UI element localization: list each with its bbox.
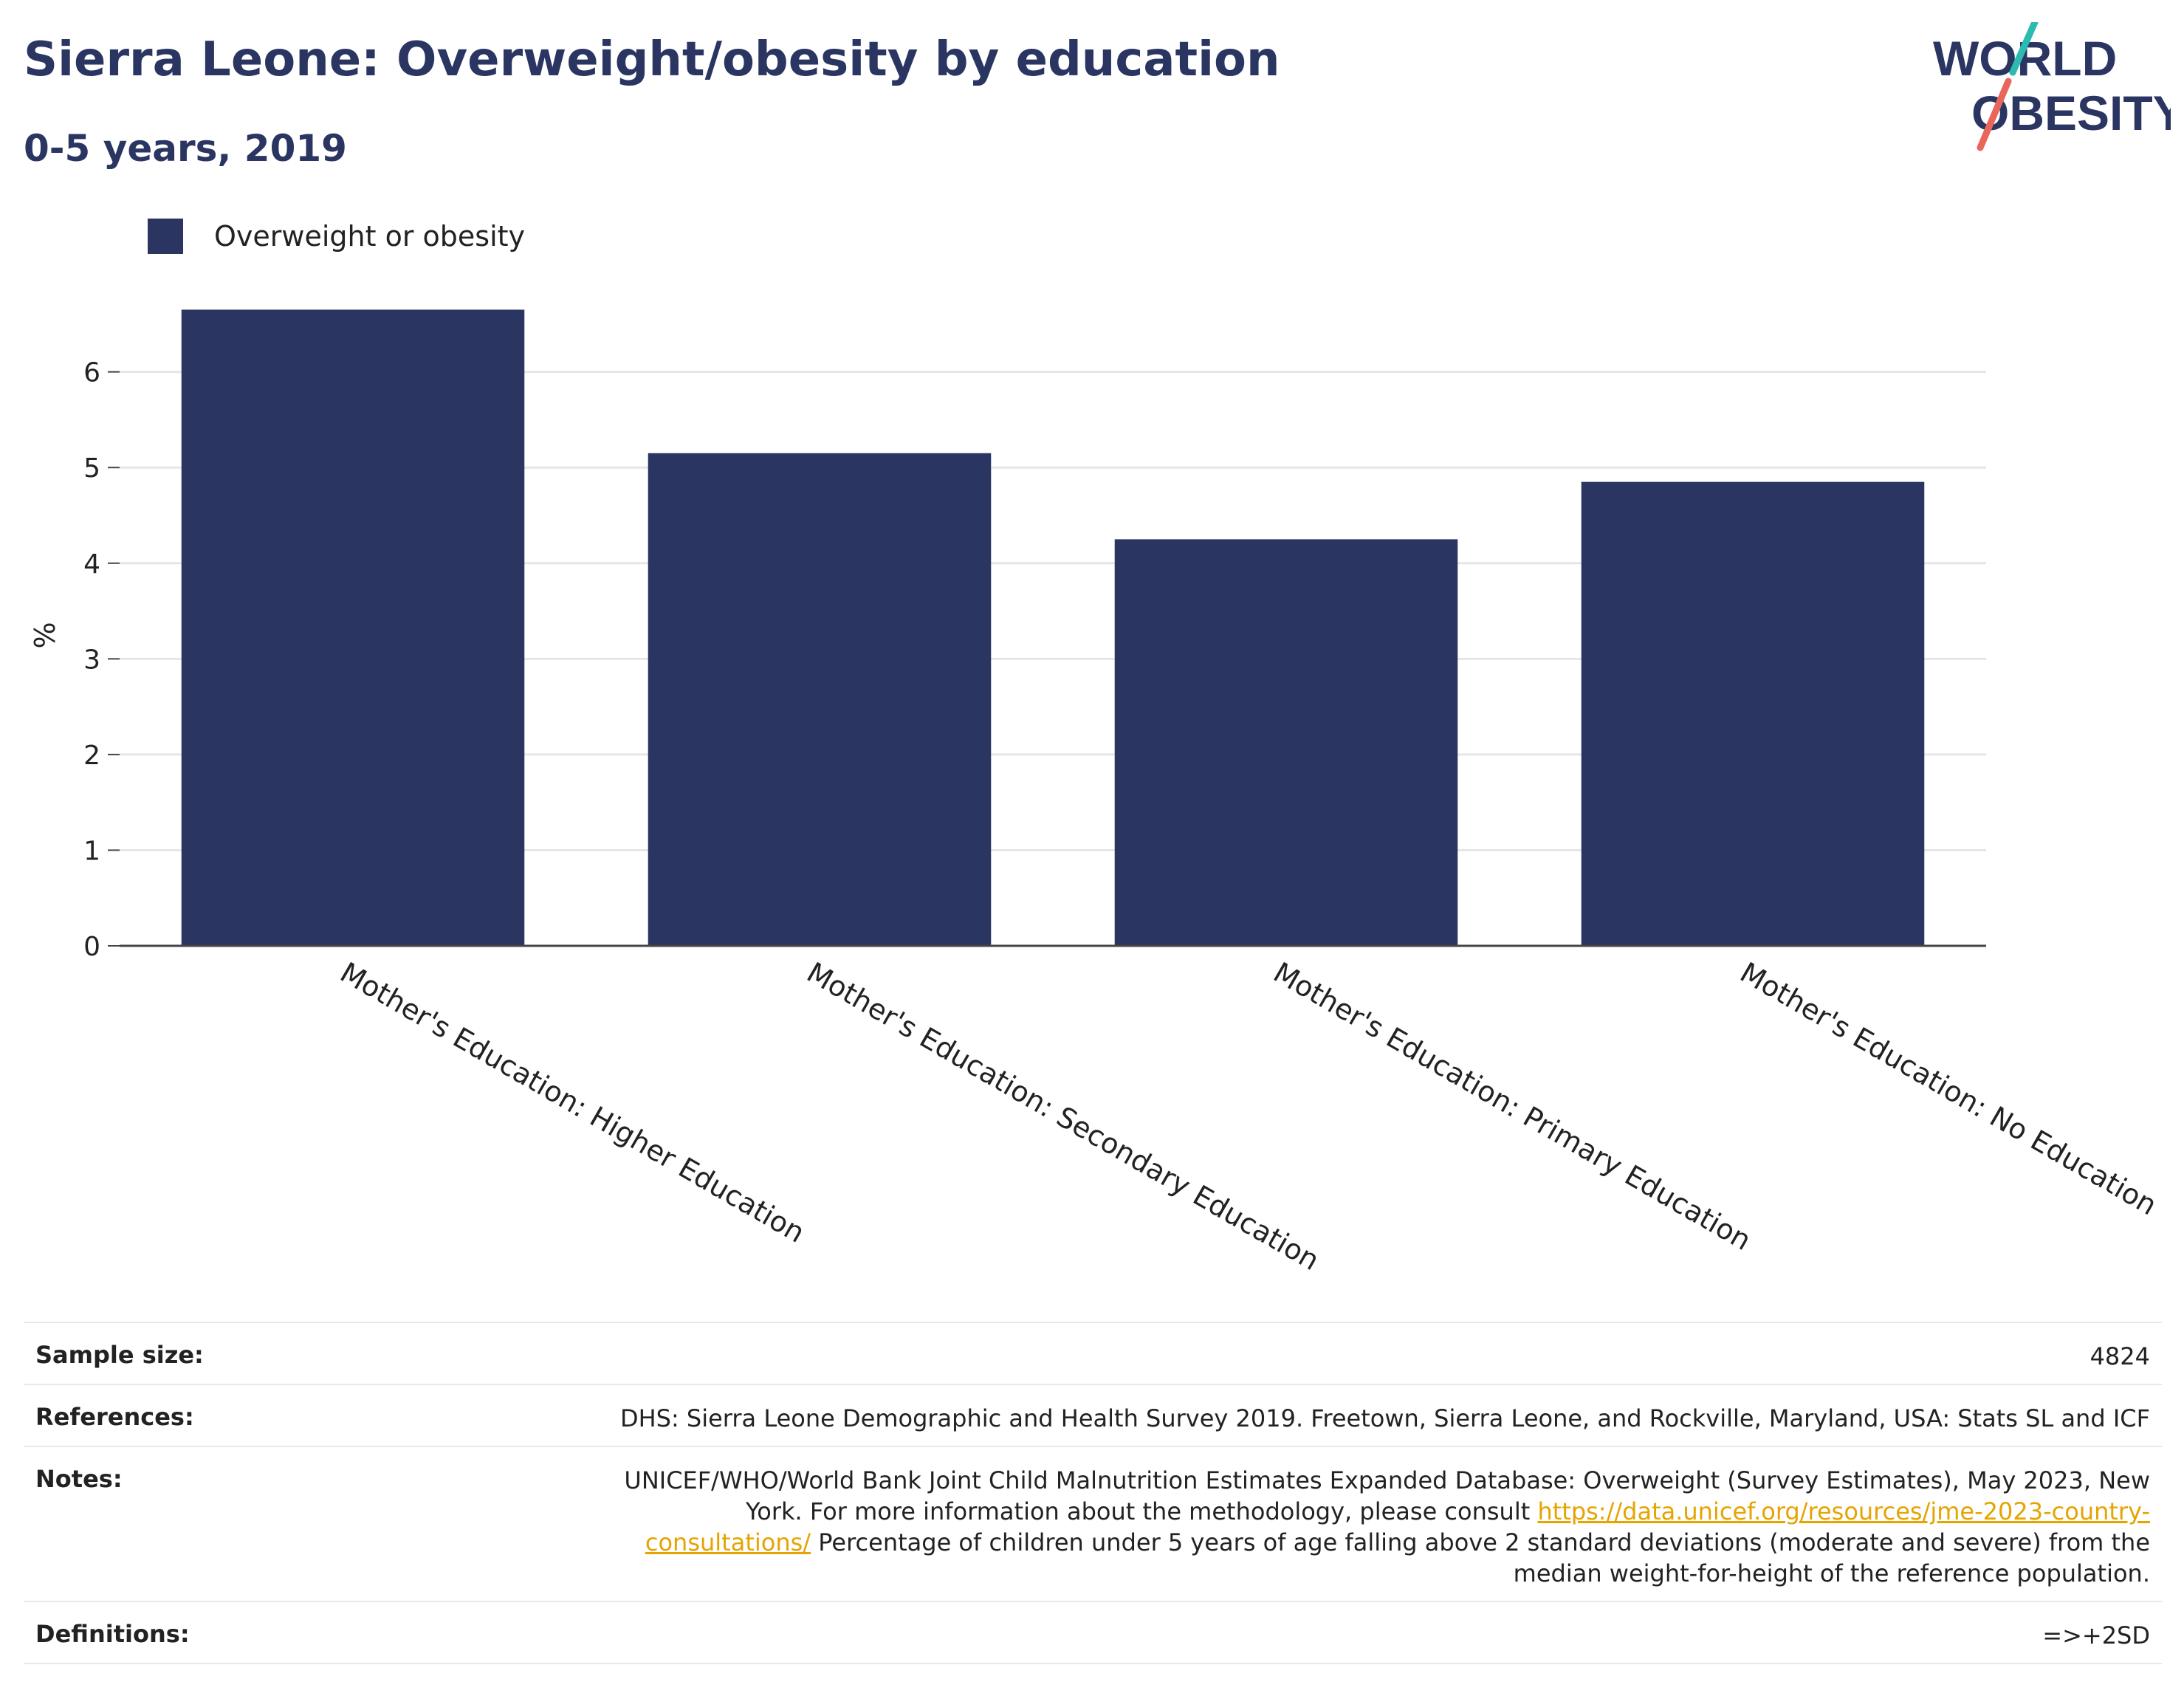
page-subtitle: 0-5 years, 2019: [24, 127, 347, 170]
x-tick-label: Mother's Education: Higher Education: [335, 956, 811, 1249]
x-tick-label: Mother's Education: No Education: [1735, 956, 2163, 1222]
notes-label: Notes:: [35, 1465, 123, 1493]
sample-size-value: 4824: [2089, 1342, 2150, 1370]
logo-slash-top: [2009, 22, 2039, 76]
sample-size-label: Sample size:: [35, 1341, 204, 1369]
info-table: Sample size: 4824 References: DHS: Sierr…: [24, 1322, 2162, 1664]
bar-chart: 0 1 2 3 4 5 6 Mother's Education: Higher Educat…: [29, 309, 2163, 1277]
notes-link[interactable]: https://data.unicef.org/resources/jme-20…: [645, 1497, 2150, 1556]
definitions-value: =>+2SD: [2042, 1621, 2150, 1649]
chart-legend: Overweight or obesity: [148, 219, 525, 254]
notes-value: UNICEF/WHO/World Bank Joint Child Malnut…: [600, 1465, 2150, 1589]
x-tick-label: Mother's Education: Primary Education: [1268, 956, 1757, 1257]
info-row-notes: Notes: UNICEF/WHO/World Bank Joint Child…: [24, 1446, 2162, 1601]
legend-label: Overweight or obesity: [214, 220, 526, 253]
x-tick-label: Mother's Education: Secondary Education: [802, 956, 1325, 1277]
axes: [108, 371, 1986, 947]
legend-swatch: [148, 219, 183, 254]
references-value: DHS: Sierra Leone Demographic and Health…: [619, 1404, 2150, 1432]
y-tick-label: 5: [83, 453, 100, 484]
y-tick-label: 3: [83, 645, 100, 675]
info-row-references: References: DHS: Sierra Leone Demographi…: [24, 1384, 2162, 1446]
world-obesity-logo: WORLD OBESITY: [1933, 22, 2171, 151]
bar[interactable]: [648, 453, 992, 946]
y-tick-label: 2: [83, 741, 100, 771]
bar[interactable]: [181, 309, 525, 946]
notes-text-2: Percentage of children under 5 years of …: [811, 1528, 2150, 1587]
definitions-label: Definitions:: [35, 1620, 190, 1648]
info-row-definitions: Definitions: =>+2SD: [24, 1601, 2162, 1664]
notes-text-1: UNICEF/WHO/World Bank Joint Child Malnut…: [624, 1466, 2150, 1525]
y-axis-label: %: [29, 622, 61, 648]
logo-slash-bottom: [1977, 78, 2012, 151]
bars: [181, 309, 1925, 946]
bar[interactable]: [1114, 539, 1458, 946]
bar[interactable]: [1581, 481, 1925, 946]
y-tick-label: 6: [83, 358, 100, 388]
page-title: Sierra Leone: Overweight/obesity by educ…: [24, 32, 1280, 87]
y-tick-label: 1: [83, 836, 100, 866]
y-tick-label: 0: [83, 932, 100, 962]
y-tick-label: 4: [83, 549, 100, 580]
references-label: References:: [35, 1403, 194, 1431]
info-row-sample-size: Sample size: 4824: [24, 1322, 2162, 1384]
